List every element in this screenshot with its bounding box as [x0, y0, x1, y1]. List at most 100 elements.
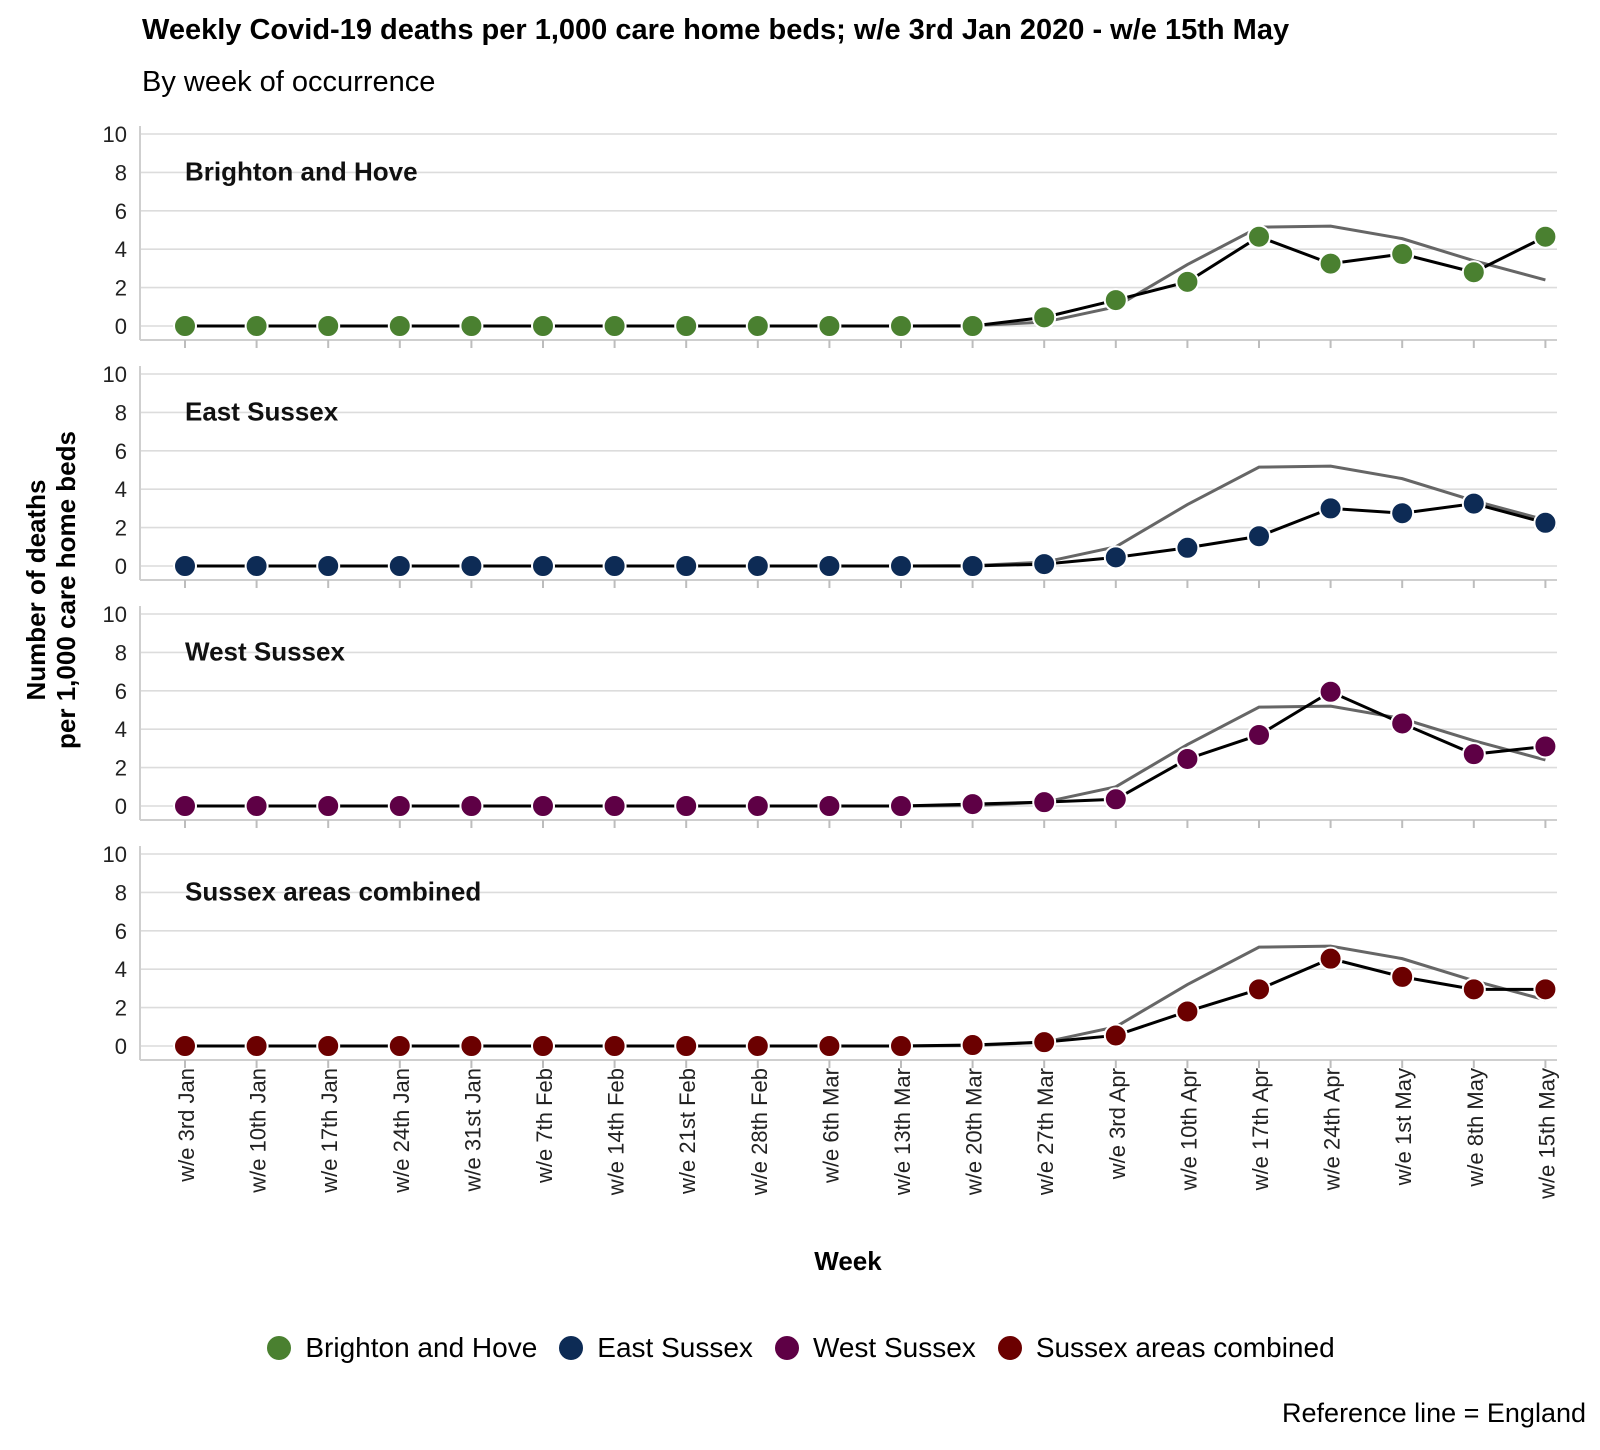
y-tick-label: 8	[115, 880, 127, 905]
legend-marker	[265, 1334, 294, 1362]
data-point	[244, 554, 269, 578]
data-point	[817, 554, 842, 578]
data-point	[817, 1034, 842, 1058]
data-point	[387, 1034, 412, 1058]
data-point	[1318, 679, 1343, 704]
x-tick-label: w/e 17th Jan	[317, 1068, 342, 1194]
y-tick-label: 4	[115, 237, 127, 262]
reference-line-caption: Reference line = England	[1282, 1398, 1586, 1428]
data-point	[1103, 787, 1128, 812]
data-point	[1318, 496, 1343, 521]
legend-marker	[995, 1334, 1024, 1362]
y-tick-label: 8	[115, 640, 127, 665]
data-point	[316, 794, 341, 818]
data-point	[173, 794, 197, 818]
data-point	[316, 554, 341, 578]
legend-item: Brighton and Hove	[265, 1332, 537, 1364]
x-tick-label: w/e 10th Jan	[246, 1068, 271, 1194]
data-point	[1461, 742, 1486, 767]
data-point	[1032, 1030, 1057, 1055]
y-tick-label: 2	[115, 756, 127, 781]
data-point	[387, 794, 412, 818]
y-tick-label: 10	[103, 362, 127, 387]
data-point	[531, 554, 555, 578]
data-point	[459, 794, 484, 818]
x-tick-label: w/e 6th Mar	[818, 1068, 843, 1184]
x-tick-label: w/e 3rd Apr	[1105, 1068, 1130, 1180]
y-axis-title: Number of deathsper 1,000 care home beds	[21, 431, 81, 749]
data-point	[960, 554, 985, 578]
england-reference-line	[185, 224, 1546, 328]
data-point	[602, 554, 627, 578]
data-point	[1103, 545, 1128, 570]
y-tick-label: 0	[115, 554, 127, 579]
data-point	[316, 314, 341, 338]
data-point	[1032, 790, 1057, 815]
data-point	[1175, 999, 1200, 1024]
legend-label: East Sussex	[597, 1332, 753, 1363]
y-axis-title-line: Number of deaths	[21, 479, 51, 700]
data-point	[674, 794, 699, 818]
data-point	[817, 794, 842, 818]
x-tick-label: w/e 21st Feb	[675, 1068, 700, 1195]
y-tick-label: 2	[115, 516, 127, 541]
data-point	[674, 314, 699, 338]
x-tick-label: w/e 31st Jan	[460, 1068, 485, 1193]
data-point	[745, 554, 770, 578]
data-point	[889, 794, 913, 818]
facet-label: East Sussex	[185, 396, 339, 426]
data-point	[316, 1034, 341, 1058]
x-tick-label: w/e 28th Feb	[747, 1068, 772, 1196]
data-point	[1103, 1023, 1128, 1048]
data-point	[1390, 501, 1415, 526]
data-point	[602, 794, 627, 818]
data-point	[1533, 224, 1558, 249]
data-point	[1175, 535, 1200, 560]
chart-title: Weekly Covid-19 deaths per 1,000 care ho…	[142, 14, 1290, 46]
data-point	[244, 1034, 269, 1058]
data-point	[745, 314, 770, 338]
data-point	[1247, 977, 1271, 1002]
data-point	[889, 554, 913, 578]
y-tick-label: 6	[115, 199, 127, 224]
legend-label: Brighton and Hove	[305, 1332, 538, 1363]
y-axis-title-line: per 1,000 care home beds	[51, 431, 81, 749]
series-line	[185, 957, 1546, 1048]
facet-label: Sussex areas combined	[185, 876, 481, 906]
data-point	[459, 1034, 484, 1058]
chart-subtitle: By week of occurrence	[142, 66, 436, 98]
y-tick-label: 0	[115, 1034, 127, 1059]
data-point	[173, 1034, 197, 1058]
legend-item: East Sussex	[557, 1332, 753, 1364]
y-tick-label: 6	[115, 679, 127, 704]
data-point	[387, 554, 412, 578]
data-point	[531, 314, 555, 338]
data-point	[889, 1034, 913, 1058]
y-tick-label: 4	[115, 717, 127, 742]
data-point	[1247, 722, 1271, 747]
y-tick-label: 8	[115, 160, 127, 185]
x-tick-label: w/e 27th Mar	[1033, 1068, 1058, 1196]
y-tick-label: 2	[115, 276, 127, 301]
y-tick-label: 4	[115, 477, 127, 502]
data-point	[1247, 224, 1271, 249]
series-line	[185, 235, 1547, 328]
data-point	[531, 1034, 555, 1058]
facet-label: West Sussex	[185, 636, 345, 666]
data-point	[745, 794, 770, 818]
legend-item: West Sussex	[772, 1332, 976, 1364]
data-point	[459, 554, 484, 578]
y-tick-label: 8	[115, 400, 127, 425]
data-point	[1103, 288, 1128, 313]
data-point	[960, 1033, 985, 1058]
data-point	[1390, 711, 1415, 736]
data-point	[960, 792, 985, 817]
legend-marker	[772, 1334, 801, 1362]
data-point	[1533, 977, 1558, 1002]
y-tick-label: 2	[115, 996, 127, 1021]
data-point	[602, 1034, 627, 1058]
x-tick-label: w/e 24th Apr	[1320, 1068, 1345, 1191]
y-tick-label: 10	[103, 122, 127, 147]
x-tick-label: w/e 20th Mar	[962, 1068, 987, 1196]
